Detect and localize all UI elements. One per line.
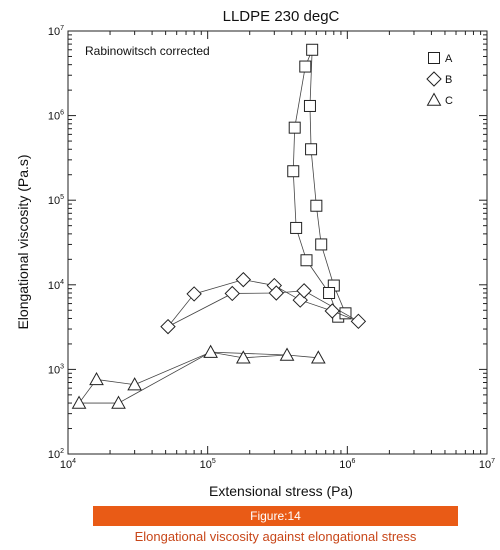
y-axis: 102 103 104 105 106 107 <box>48 25 487 461</box>
y-tick-label: 105 <box>48 194 64 207</box>
series-A-point <box>300 254 313 267</box>
series-C-point <box>89 371 104 386</box>
series-A-point <box>339 307 352 320</box>
series-C-point <box>203 344 218 358</box>
y-tick-label: 107 <box>48 25 64 38</box>
x-tick-label: 107 <box>479 458 495 471</box>
series-B-point <box>186 286 202 302</box>
series-A-point <box>323 286 336 299</box>
x-tick-label: 105 <box>200 458 216 471</box>
series-B-point <box>324 303 340 319</box>
y-tick-label: 104 <box>48 279 64 292</box>
series-A <box>287 43 352 323</box>
series-A-point <box>287 165 300 178</box>
y-axis-title: Elongational viscosity (Pa.s) <box>15 154 31 329</box>
series-C <box>71 344 326 409</box>
series-B-point <box>235 271 252 288</box>
series-C-line <box>79 351 288 404</box>
legend-A-marker <box>428 52 440 64</box>
series-A-line <box>309 49 346 314</box>
x-tick-label: 106 <box>339 458 355 471</box>
plot-frame <box>67 30 488 455</box>
series-A-point <box>306 43 319 56</box>
chart: LLDPE 230 degC Rabinowitsch corrected 10… <box>15 8 495 499</box>
series-A-point <box>305 143 318 156</box>
series-A-point <box>310 199 323 212</box>
figure-label: Figure:14 <box>250 509 301 523</box>
legend: ABC <box>426 52 453 107</box>
series-C-point <box>310 350 326 364</box>
series-C-point <box>279 347 295 361</box>
series-layer <box>71 43 367 409</box>
series-B-point <box>350 313 367 330</box>
series-C-point <box>71 395 87 409</box>
legend-B-marker <box>426 71 442 87</box>
series-A-point <box>290 221 303 234</box>
legend-A-label: A <box>445 53 453 65</box>
series-B <box>160 271 367 335</box>
x-axis: 104 105 106 107 <box>60 31 495 471</box>
x-axis-title: Extensional stress (Pa) <box>209 483 353 499</box>
legend-C-marker <box>426 92 442 106</box>
series-B-point <box>224 285 240 302</box>
series-A-point <box>299 60 312 73</box>
series-B-point <box>160 318 176 335</box>
series-C-point <box>111 395 126 409</box>
x-tick-label: 104 <box>60 458 76 471</box>
legend-B-label: B <box>445 74 452 86</box>
y-tick-label: 106 <box>48 110 64 123</box>
chart-title: LLDPE 230 degC <box>223 8 340 25</box>
y-tick-label: 102 <box>48 448 64 461</box>
series-A-point <box>303 99 316 112</box>
figure-caption: Elongational viscosity against elongatio… <box>134 529 417 544</box>
legend-C-label: C <box>445 95 453 107</box>
series-A-point <box>288 121 301 134</box>
annotation-text: Rabinowitsch corrected <box>85 44 210 58</box>
figure-label-banner: Figure:14 <box>93 506 458 526</box>
series-C-point <box>235 350 251 364</box>
series-B-point <box>268 285 285 301</box>
series-C-point <box>127 377 142 391</box>
series-A-point <box>315 238 328 251</box>
y-tick-label: 103 <box>48 363 64 376</box>
series-B-point <box>296 283 312 299</box>
